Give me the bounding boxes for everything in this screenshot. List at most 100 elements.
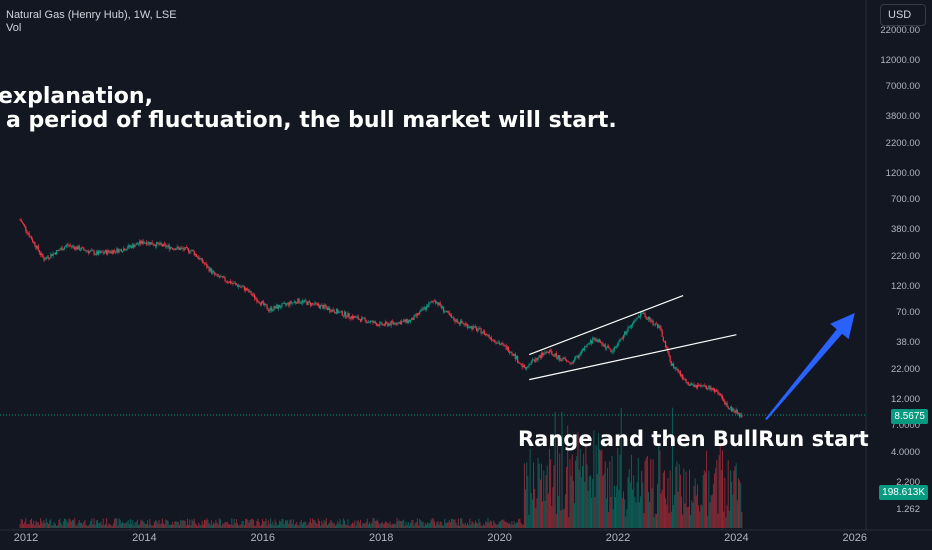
volume-bar (510, 524, 512, 528)
candle (57, 250, 59, 251)
candle (291, 302, 293, 304)
volume-bar (395, 524, 397, 528)
volume-bar (202, 524, 204, 528)
candle (569, 362, 571, 364)
volume-bar (624, 499, 626, 528)
volume-bar (91, 518, 93, 528)
volume-bar (597, 433, 599, 528)
candle (506, 347, 508, 350)
candle (30, 236, 33, 240)
candle (325, 306, 327, 308)
candle (45, 257, 47, 260)
candle (592, 338, 594, 344)
volume-bar (76, 525, 78, 528)
volume-bar (67, 522, 69, 528)
candle (25, 226, 27, 231)
candle (186, 247, 189, 249)
volume-bar (178, 525, 180, 528)
volume-bar (315, 522, 317, 528)
volume-bar (366, 518, 368, 528)
volume-bar (643, 512, 645, 528)
candle (402, 321, 404, 322)
candle (95, 251, 97, 255)
candle (92, 250, 94, 252)
volume-bar (122, 521, 124, 528)
volume-bar (284, 520, 286, 528)
candle (487, 334, 489, 336)
volume-bar (106, 518, 108, 528)
candle (586, 344, 588, 347)
volume-bar (342, 518, 344, 528)
volume-bar (617, 447, 619, 528)
candle (375, 323, 378, 326)
candle (36, 245, 38, 249)
candle (427, 305, 429, 308)
candle (39, 253, 42, 255)
candle (26, 230, 28, 233)
volume-bar (555, 514, 557, 528)
candle (78, 245, 80, 251)
candle (374, 321, 376, 324)
volume-bar (61, 525, 63, 528)
candle (480, 328, 482, 334)
candle (46, 257, 49, 258)
candle (333, 311, 335, 313)
candle (90, 250, 92, 252)
volume-bar (226, 521, 228, 528)
candle (651, 320, 653, 322)
candle (392, 322, 395, 324)
candle (60, 247, 62, 250)
candle (85, 250, 87, 252)
candle (655, 323, 658, 325)
candle (433, 300, 436, 302)
volume-bar (28, 524, 30, 528)
volume-bar (157, 523, 159, 528)
candle (118, 249, 120, 253)
candle (693, 384, 695, 388)
candle (267, 309, 269, 311)
volume-bar (182, 520, 184, 528)
candle (298, 298, 300, 303)
volume-bar (478, 518, 480, 528)
candle (302, 300, 305, 302)
candle (75, 246, 77, 250)
candle (217, 274, 219, 277)
candle (692, 384, 694, 386)
volume-bar (399, 520, 401, 528)
candle (638, 316, 641, 318)
currency-button[interactable]: USD (880, 4, 926, 26)
volume-bar (666, 504, 668, 528)
volume-bar (135, 522, 137, 528)
bull-arrow (765, 313, 855, 421)
volume-bar (484, 525, 486, 528)
volume-bar (323, 520, 325, 528)
volume-bar (281, 518, 283, 528)
volume-bar (433, 521, 435, 528)
volume-bar (361, 525, 363, 528)
candle (288, 302, 290, 306)
candle (712, 388, 715, 390)
candle (233, 282, 235, 284)
candle (170, 247, 173, 249)
volume-bar (561, 411, 563, 528)
volume-bar (428, 523, 430, 528)
candle (71, 245, 74, 247)
candle (733, 408, 735, 411)
volume-bar (397, 521, 399, 528)
candle (116, 248, 118, 253)
candle (683, 378, 685, 380)
candle (445, 311, 447, 313)
volume-bar (44, 523, 46, 528)
volume-bar (350, 523, 352, 528)
candle (142, 240, 144, 244)
candle (602, 343, 604, 346)
candle (324, 304, 326, 307)
volume-bar (602, 475, 604, 528)
volume-bar (385, 521, 387, 528)
candle (658, 325, 660, 329)
candle (570, 362, 572, 364)
candle (175, 248, 177, 251)
candle (441, 306, 444, 308)
candle (555, 353, 557, 358)
